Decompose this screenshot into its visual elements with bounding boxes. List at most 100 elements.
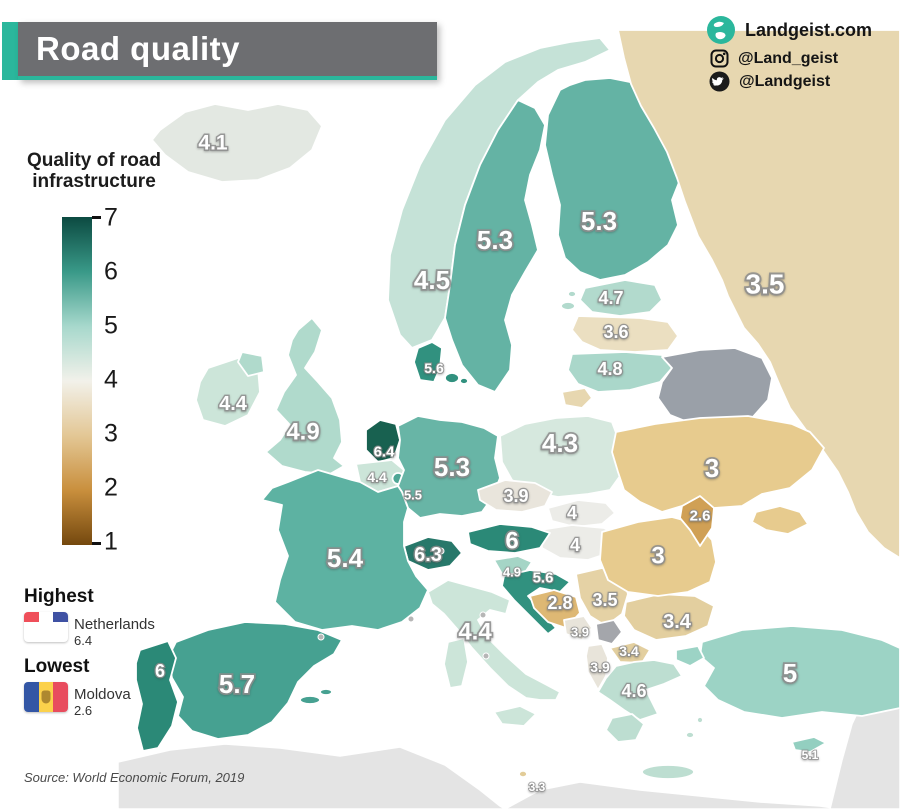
country-iceland <box>151 103 323 183</box>
country-italy <box>443 637 469 689</box>
country-cyprus <box>791 736 827 753</box>
value-label-belgium: 4.4 <box>367 469 387 485</box>
value-label-bulgaria: 3.4 <box>663 611 692 633</box>
country-denmark <box>459 377 469 385</box>
country-greece <box>597 659 683 721</box>
twitter-icon <box>709 71 730 92</box>
country-finland <box>544 77 683 281</box>
value-label-malta: 3.3 <box>529 780 546 794</box>
value-label-denmark: 5.6 <box>424 360 444 376</box>
microstate-dot-vatican <box>482 652 490 660</box>
instagram-handle: @Land_geist <box>738 49 839 67</box>
value-label-russia: 3.5 <box>746 269 785 300</box>
country-montenegro <box>563 615 593 641</box>
country-greece <box>605 713 645 743</box>
value-label-lithuania: 4.8 <box>597 359 622 379</box>
landgeist-globe-icon <box>707 16 735 44</box>
land-north-africa <box>117 743 506 809</box>
lowest-value: 2.6 <box>74 703 93 718</box>
lowest-country: Moldova <box>74 686 131 703</box>
country-albania <box>585 643 609 691</box>
country-shapes <box>135 29 900 780</box>
value-label-slovakia: 4 <box>567 503 577 523</box>
country-turkey <box>699 625 900 719</box>
highest-heading: Highest <box>24 586 94 607</box>
country-value-labels: 4.1 4.5 5.3 5.3 3.5 4.7 3.6 4.8 5.6 4.4 4.9 6.4 4.4 5… <box>154 130 820 795</box>
country-spain <box>299 695 321 705</box>
value-label-estonia: 4.7 <box>598 288 623 308</box>
value-label-spain: 5.7 <box>219 669 255 699</box>
value-label-italy: 4.4 <box>458 619 492 646</box>
country-switzerland <box>403 536 463 571</box>
legend-tick-label-1: 1 <box>104 527 118 556</box>
value-label-finland: 5.3 <box>581 206 617 236</box>
country-kosovo <box>595 619 623 645</box>
page-title: Road quality <box>36 30 241 67</box>
value-label-luxembourg: 5.5 <box>404 488 422 503</box>
country-denmark <box>413 341 443 383</box>
value-label-austria: 6 <box>505 528 518 555</box>
country-malta <box>518 769 528 779</box>
value-label-france: 5.4 <box>327 543 364 573</box>
country-austria <box>467 523 551 554</box>
value-label-norway: 4.5 <box>414 265 450 295</box>
branding-website-row: Landgeist.com <box>706 15 872 45</box>
moldova-flag-emblem <box>41 690 51 704</box>
country-russia <box>617 29 900 559</box>
country-romania <box>599 516 717 597</box>
branding-instagram-row: @Land_geist <box>710 49 838 68</box>
value-label-czechia: 3.9 <box>503 486 528 506</box>
legend-tick-label-5: 5 <box>104 311 118 340</box>
value-label-netherlands: 6.4 <box>374 444 396 461</box>
title-banner: Road quality <box>18 22 437 80</box>
country-france <box>261 469 429 631</box>
value-label-switzerland: 6.3 <box>414 544 442 566</box>
legend-tick-label-3: 3 <box>104 419 118 448</box>
country-estonia <box>560 301 576 311</box>
legend-tick-label-6: 6 <box>104 257 118 286</box>
country-estonia <box>567 290 577 298</box>
value-label-sweden: 5.3 <box>477 225 513 255</box>
legend-tick-bottom <box>92 542 101 545</box>
country-italy <box>493 705 537 727</box>
country-spain <box>319 688 333 696</box>
value-label-uk: 4.9 <box>286 419 319 446</box>
country-greece <box>696 716 704 724</box>
country-latvia <box>571 315 679 353</box>
legend-tick-label-7: 7 <box>104 203 118 232</box>
website-label: Landgeist.com <box>745 19 873 40</box>
country-russia <box>561 387 593 409</box>
legend-tick-label-4: 4 <box>104 365 118 394</box>
value-label-poland: 4.3 <box>542 428 578 458</box>
source-credit: Source: World Economic Forum, 2019 <box>24 770 245 785</box>
country-belarus <box>657 347 773 429</box>
country-ukraine <box>611 415 825 513</box>
country-portugal <box>135 640 179 752</box>
country-uk <box>237 351 265 377</box>
microstate-dots <box>317 547 490 660</box>
value-label-ireland: 4.4 <box>219 393 248 415</box>
country-macedonia <box>609 641 651 664</box>
country-czechia <box>477 479 553 513</box>
country-greece <box>685 731 695 739</box>
lowest-heading: Lowest <box>24 656 90 677</box>
value-label-portugal: 6 <box>155 661 165 681</box>
value-label-serbia: 3.5 <box>592 590 617 610</box>
value-label-ukraine: 3 <box>705 453 719 483</box>
microstate-dot-andorra <box>317 633 325 641</box>
value-label-turkey: 5 <box>783 658 797 688</box>
country-bulgaria <box>623 593 715 641</box>
country-sweden <box>444 99 546 393</box>
value-label-hungary: 4 <box>570 535 580 555</box>
country-turkey <box>675 645 705 667</box>
microstate-dot-san-marino <box>479 611 487 619</box>
value-label-slovenia: 4.9 <box>503 565 521 580</box>
branding-twitter-row: @Landgeist <box>709 71 830 92</box>
country-denmark <box>444 372 460 384</box>
value-label-croatia: 5.6 <box>533 570 554 587</box>
highest-country: Netherlands <box>74 616 155 633</box>
country-slovenia <box>493 555 533 575</box>
value-label-iceland: 4.1 <box>198 132 228 155</box>
country-estonia <box>579 279 663 317</box>
